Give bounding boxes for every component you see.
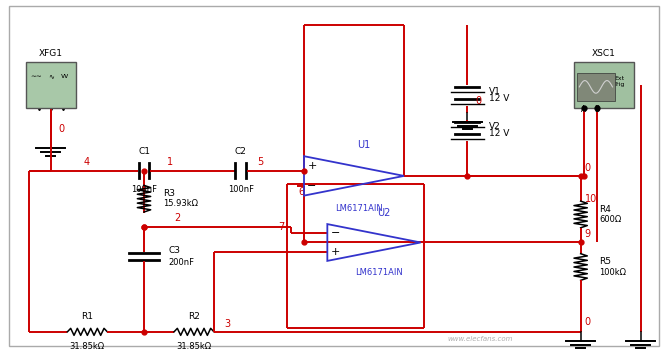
Text: C2: C2: [234, 147, 246, 156]
Text: 0: 0: [584, 162, 590, 173]
Text: 3: 3: [224, 319, 230, 329]
Text: 12 V: 12 V: [489, 94, 509, 103]
Text: ∿: ∿: [47, 73, 53, 79]
Text: 600Ω: 600Ω: [599, 215, 621, 224]
Text: LM6171AIN: LM6171AIN: [335, 204, 383, 212]
Text: 1: 1: [168, 158, 174, 167]
Text: XSC1: XSC1: [592, 49, 616, 58]
Text: 100nF: 100nF: [228, 185, 254, 194]
Text: R4: R4: [599, 205, 611, 214]
Text: 9: 9: [584, 229, 590, 239]
Text: LM6171AIN: LM6171AIN: [355, 268, 403, 277]
Text: 100kΩ: 100kΩ: [599, 268, 627, 277]
Text: 10: 10: [584, 194, 597, 204]
Text: ∼∼: ∼∼: [30, 73, 42, 79]
Text: 7: 7: [279, 222, 285, 232]
Text: B: B: [595, 105, 600, 114]
Text: R3: R3: [163, 189, 174, 198]
Text: U1: U1: [357, 139, 371, 150]
Text: V2: V2: [489, 122, 500, 131]
FancyBboxPatch shape: [574, 62, 634, 108]
FancyBboxPatch shape: [25, 62, 75, 108]
Text: 31.85kΩ: 31.85kΩ: [69, 342, 105, 352]
Text: 12 V: 12 V: [489, 129, 509, 138]
Text: U2: U2: [377, 208, 390, 218]
Text: 0: 0: [584, 317, 590, 327]
Text: 0: 0: [476, 96, 482, 106]
Text: 31.85kΩ: 31.85kΩ: [176, 342, 212, 352]
Text: R1: R1: [81, 312, 94, 321]
Text: C1: C1: [138, 147, 150, 156]
Text: −: −: [331, 228, 340, 238]
Text: V1: V1: [489, 87, 500, 96]
Text: +: +: [307, 161, 317, 171]
Text: 4: 4: [84, 158, 90, 167]
Text: +: +: [331, 247, 340, 257]
Text: Ext
Trig: Ext Trig: [613, 76, 625, 87]
Text: R5: R5: [599, 257, 611, 266]
Text: vv: vv: [61, 73, 69, 79]
Text: 100nF: 100nF: [131, 185, 157, 194]
Text: 0: 0: [59, 124, 65, 134]
Text: 6: 6: [299, 187, 305, 196]
Text: XFG1: XFG1: [39, 49, 63, 58]
Text: 2: 2: [174, 213, 180, 223]
Text: R2: R2: [188, 312, 200, 321]
Text: www.elecfans.com: www.elecfans.com: [448, 336, 514, 342]
Text: 15.93kΩ: 15.93kΩ: [163, 199, 198, 209]
Text: A: A: [581, 105, 587, 114]
FancyBboxPatch shape: [577, 73, 615, 101]
Text: 5: 5: [257, 158, 264, 167]
Text: C3: C3: [169, 246, 180, 255]
Text: −: −: [307, 181, 317, 191]
Text: 200nF: 200nF: [169, 258, 194, 267]
